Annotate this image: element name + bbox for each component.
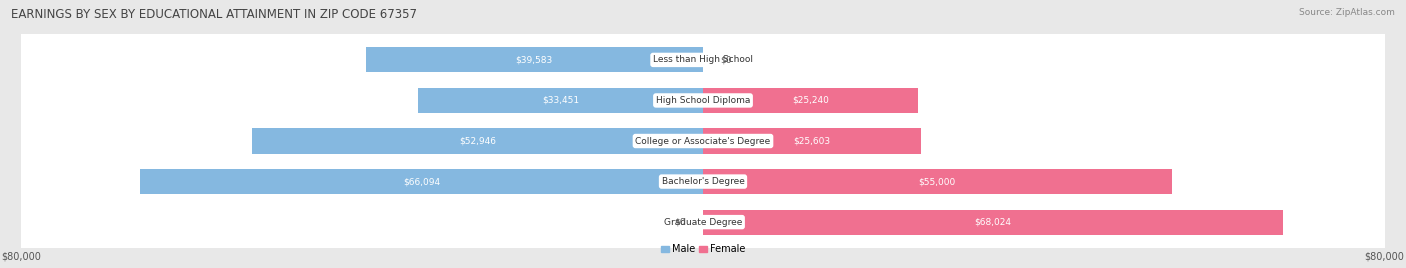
Text: $25,240: $25,240 xyxy=(792,96,830,105)
Text: $39,583: $39,583 xyxy=(516,55,553,64)
Bar xyxy=(366,47,703,72)
Text: $0: $0 xyxy=(675,218,686,227)
Text: Less than High School: Less than High School xyxy=(652,55,754,64)
Text: $0: $0 xyxy=(720,55,731,64)
Text: EARNINGS BY SEX BY EDUCATIONAL ATTAINMENT IN ZIP CODE 67357: EARNINGS BY SEX BY EDUCATIONAL ATTAINMEN… xyxy=(11,8,418,21)
Bar xyxy=(703,128,921,154)
Text: College or Associate's Degree: College or Associate's Degree xyxy=(636,136,770,146)
Bar xyxy=(703,169,1171,194)
Bar xyxy=(418,88,703,113)
Legend: Male, Female: Male, Female xyxy=(661,244,745,254)
Bar xyxy=(252,128,703,154)
Bar xyxy=(139,169,703,194)
Text: $66,094: $66,094 xyxy=(404,177,440,186)
Text: Source: ZipAtlas.com: Source: ZipAtlas.com xyxy=(1299,8,1395,17)
Text: $55,000: $55,000 xyxy=(918,177,956,186)
FancyBboxPatch shape xyxy=(8,0,1398,268)
Text: $68,024: $68,024 xyxy=(974,218,1011,227)
Text: $33,451: $33,451 xyxy=(541,96,579,105)
Text: High School Diploma: High School Diploma xyxy=(655,96,751,105)
Text: $25,603: $25,603 xyxy=(793,136,831,146)
FancyBboxPatch shape xyxy=(8,0,1398,268)
Text: Bachelor's Degree: Bachelor's Degree xyxy=(662,177,744,186)
FancyBboxPatch shape xyxy=(8,0,1398,268)
FancyBboxPatch shape xyxy=(8,0,1398,268)
Bar xyxy=(703,210,1282,235)
FancyBboxPatch shape xyxy=(8,0,1398,268)
Text: $52,946: $52,946 xyxy=(458,136,496,146)
Bar xyxy=(703,88,918,113)
Text: Graduate Degree: Graduate Degree xyxy=(664,218,742,227)
